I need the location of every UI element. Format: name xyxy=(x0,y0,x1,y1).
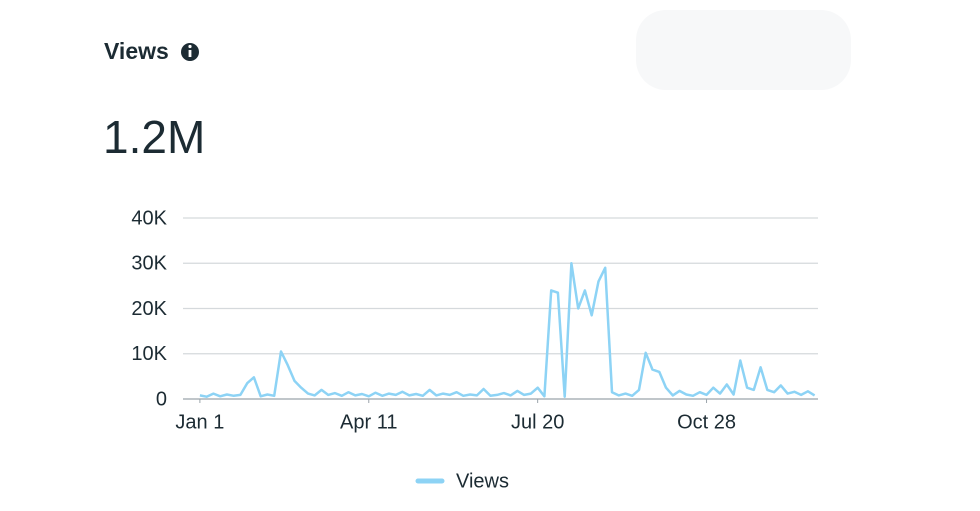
y-tick-label: 30K xyxy=(131,253,167,275)
total-value: 1.2M xyxy=(103,111,205,163)
y-tick-label: 10K xyxy=(131,343,167,365)
y-tick-label: 0 xyxy=(156,388,167,410)
x-tick-label: Jan 1 xyxy=(175,411,224,433)
series-line xyxy=(199,262,816,398)
x-tick-label: Apr 11 xyxy=(340,411,397,433)
y-tick-label: 40K xyxy=(131,207,167,229)
card-title: Views xyxy=(104,38,169,64)
info-icon[interactable] xyxy=(181,43,199,61)
legend-label: Views xyxy=(456,470,509,492)
x-tick-label: Oct 28 xyxy=(677,411,736,433)
x-tick-label: Jul 20 xyxy=(511,411,564,433)
y-tick-label: 20K xyxy=(131,298,167,320)
blurred-card xyxy=(636,10,851,90)
